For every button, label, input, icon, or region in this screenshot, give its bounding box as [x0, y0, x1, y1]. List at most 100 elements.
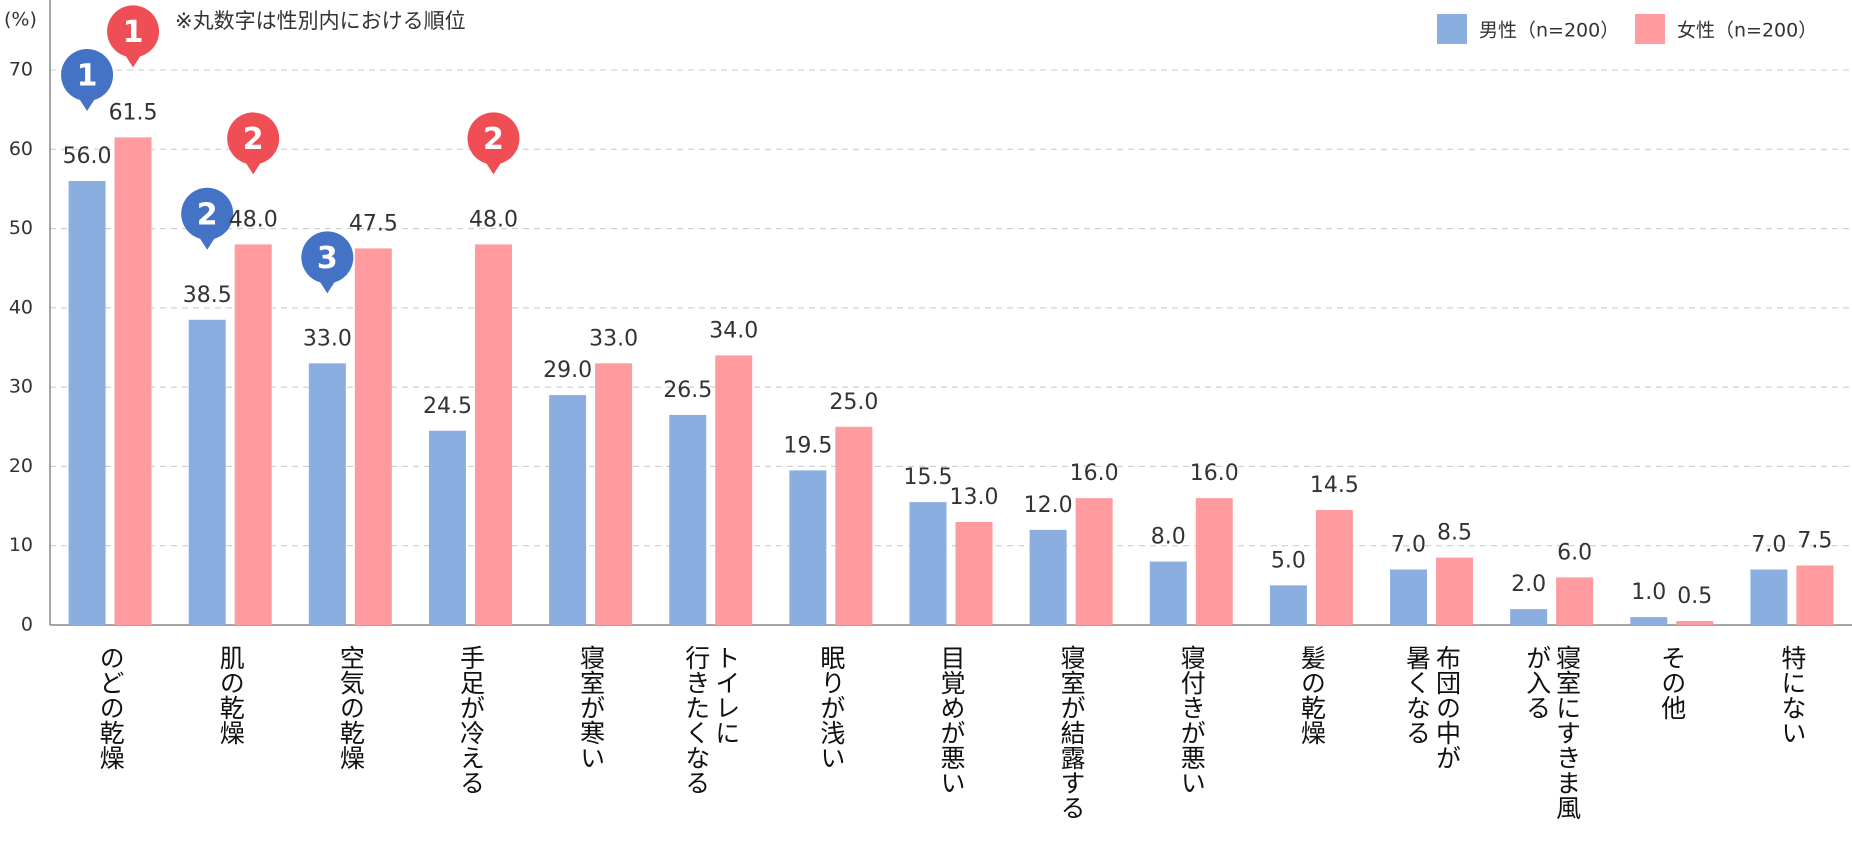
y-tick-label: 20 [9, 455, 33, 477]
rank-label: 1 [77, 59, 98, 94]
value-label: 8.0 [1151, 525, 1186, 550]
bar [1269, 585, 1307, 625]
x-tick-label: その他 [1657, 645, 1687, 720]
bar [1195, 498, 1233, 625]
y-tick-label: 0 [21, 614, 33, 636]
value-label: 47.5 [349, 211, 398, 236]
value-label: 16.0 [1190, 461, 1239, 486]
bar [1750, 569, 1788, 625]
value-label: 2.0 [1511, 572, 1546, 597]
rank-badge [227, 112, 280, 165]
value-label: 8.5 [1437, 521, 1472, 546]
bar [1149, 561, 1187, 625]
bar [1796, 565, 1834, 625]
rank-badge [467, 112, 520, 165]
x-tick-label: 空気の乾燥 [336, 645, 366, 770]
value-label: 26.5 [663, 378, 712, 403]
bar [234, 244, 272, 625]
bar [1630, 617, 1668, 625]
value-label: 48.0 [229, 207, 278, 232]
value-label: 12.0 [1024, 493, 1073, 518]
legend-swatch [1635, 14, 1665, 44]
bar [789, 470, 827, 625]
value-label: 7.5 [1797, 529, 1832, 554]
bar [428, 430, 466, 625]
x-tick-label: 特にない [1777, 645, 1807, 745]
value-label: 7.0 [1751, 533, 1786, 558]
value-label: 34.0 [709, 318, 758, 343]
x-tick-label: 布団の中が 暑くなる [1402, 645, 1462, 770]
bar [909, 502, 947, 625]
value-label: 38.5 [183, 283, 232, 308]
x-tick-label: 寝室が寒い [576, 645, 606, 770]
bar [669, 414, 707, 625]
value-label: 6.0 [1557, 540, 1592, 565]
x-tick-label: 手足が冷える [456, 645, 486, 795]
value-label: 16.0 [1070, 461, 1119, 486]
rank-badge [61, 49, 114, 101]
x-tick-label: 寝付きが悪い [1177, 645, 1207, 795]
bar [474, 244, 512, 625]
value-label: 0.5 [1677, 584, 1712, 609]
bar [835, 426, 873, 625]
y-tick-label: 50 [9, 217, 33, 239]
bar [1436, 557, 1474, 625]
x-tick-label: 眠りが浅い [816, 645, 846, 770]
rank-label: 2 [483, 122, 504, 157]
rank-badge [107, 5, 160, 58]
value-label: 24.5 [423, 394, 472, 419]
value-label: 33.0 [589, 326, 638, 351]
bar [188, 319, 226, 625]
bar [68, 181, 106, 625]
bar [1510, 609, 1548, 625]
y-tick-label: 60 [9, 138, 33, 160]
bar [715, 355, 753, 625]
value-label: 13.0 [950, 485, 999, 510]
x-tick-label: トイレに 行きたくなる [681, 645, 741, 795]
bar [549, 395, 587, 625]
value-label: 14.5 [1310, 473, 1359, 498]
value-label: 7.0 [1391, 533, 1426, 558]
bar [1029, 529, 1067, 625]
y-tick-label: 30 [9, 376, 33, 398]
y-axis-label: (%) [4, 9, 37, 31]
bar [114, 137, 152, 625]
rank-badge [301, 231, 354, 284]
y-tick-label: 40 [9, 296, 33, 318]
rank-label: 2 [197, 197, 218, 232]
rank-label: 3 [317, 241, 338, 276]
x-tick-label: 肌の乾燥 [216, 645, 246, 745]
rank-label: 2 [243, 122, 264, 157]
rank-label: 1 [123, 15, 144, 50]
bar [1390, 569, 1428, 625]
bar [1315, 510, 1353, 625]
bar [354, 248, 392, 625]
value-label: 29.0 [543, 358, 592, 383]
value-label: 5.0 [1271, 548, 1306, 573]
bar [595, 363, 633, 625]
y-tick-label: 70 [9, 59, 33, 81]
legend-swatch [1437, 14, 1467, 44]
x-tick-label: 目覚めが悪い [937, 645, 966, 795]
x-tick-label: のどの乾燥 [96, 645, 126, 770]
value-label: 33.0 [303, 326, 352, 351]
value-label: 61.5 [109, 100, 158, 125]
bar [308, 363, 346, 625]
x-tick-label: 寝室が結露する [1057, 645, 1087, 820]
legend-label: 女性（n=200） [1677, 20, 1817, 42]
bar [1556, 577, 1594, 625]
value-label: 19.5 [783, 433, 832, 458]
bar [1075, 498, 1113, 625]
value-label: 1.0 [1631, 580, 1666, 605]
value-label: 48.0 [469, 207, 518, 232]
rank-badge [181, 187, 234, 240]
y-tick-label: 10 [9, 534, 33, 556]
annotation: ※丸数字は性別内における順位 [175, 9, 466, 33]
bar [955, 521, 993, 625]
bar [1676, 621, 1714, 625]
value-label: 56.0 [63, 144, 112, 169]
value-label: 25.0 [829, 390, 878, 415]
x-tick-label: 髪の乾燥 [1297, 645, 1327, 745]
